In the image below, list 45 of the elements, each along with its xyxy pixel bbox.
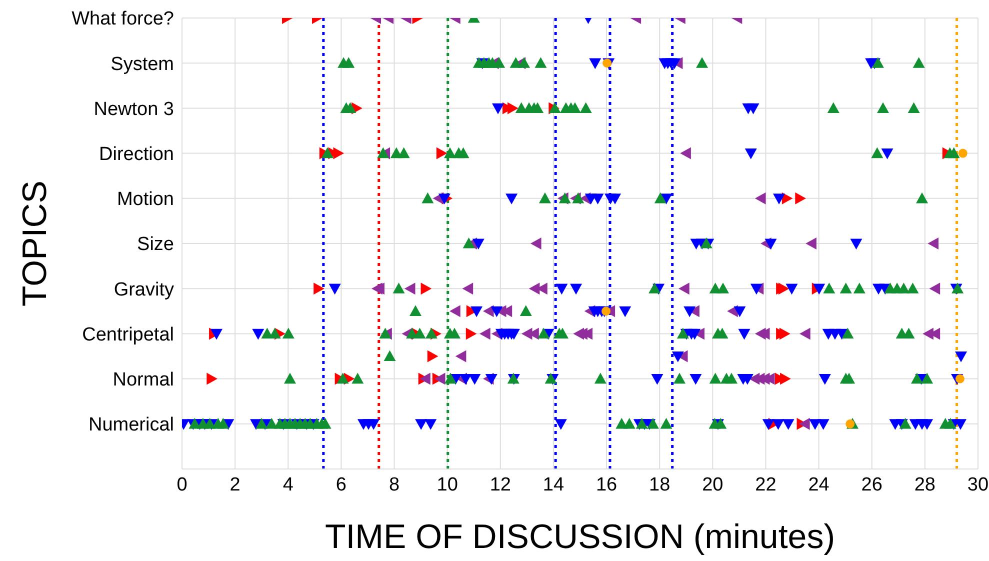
- x-tick-label: 14: [542, 474, 564, 496]
- x-tick-label: 8: [388, 474, 400, 496]
- x-tick-label: 2: [230, 474, 240, 496]
- x-tick-label: 24: [808, 474, 830, 496]
- point: [602, 58, 612, 68]
- point: [206, 372, 218, 385]
- x-tick-label: 18: [649, 474, 670, 496]
- category-label: Centripetal: [82, 324, 174, 346]
- category-label: Motion: [116, 189, 174, 210]
- category-label: Newton 3: [94, 98, 174, 120]
- category-label: What force?: [72, 8, 174, 30]
- category-label: Normal: [112, 370, 174, 391]
- x-tick-label: 28: [914, 474, 936, 496]
- category-label: Numerical: [88, 414, 174, 436]
- point: [958, 148, 968, 158]
- category-label: Gravity: [114, 279, 174, 300]
- point: [795, 192, 806, 204]
- category-label: Direction: [99, 144, 174, 166]
- point: [508, 102, 518, 114]
- point: [427, 350, 438, 362]
- point: [314, 282, 324, 295]
- x-tick-label: 0: [176, 474, 188, 496]
- x-tick-label: 10: [436, 474, 458, 496]
- x-axis-title: TIME OF DISCUSSION (minutes): [324, 518, 836, 556]
- point: [778, 282, 790, 295]
- x-tick-label: 4: [282, 474, 294, 496]
- point: [846, 419, 855, 428]
- point: [780, 328, 790, 340]
- point: [420, 282, 432, 295]
- category-label: System: [110, 54, 174, 75]
- category-label: Size: [137, 234, 174, 256]
- x-tick-label: 26: [861, 474, 882, 496]
- point: [780, 372, 791, 385]
- x-tick-label: 22: [755, 474, 776, 496]
- x-tick-label: 20: [702, 474, 724, 496]
- point: [955, 374, 964, 384]
- x-tick-label: 12: [490, 474, 511, 496]
- x-tick-label: 16: [596, 474, 618, 496]
- x-tick-label: 30: [967, 474, 989, 496]
- y-axis-title: TOPICS: [16, 180, 54, 306]
- point: [602, 306, 611, 316]
- point: [333, 147, 344, 160]
- x-tick-label: 6: [336, 474, 346, 496]
- point: [466, 328, 477, 340]
- point: [436, 147, 448, 160]
